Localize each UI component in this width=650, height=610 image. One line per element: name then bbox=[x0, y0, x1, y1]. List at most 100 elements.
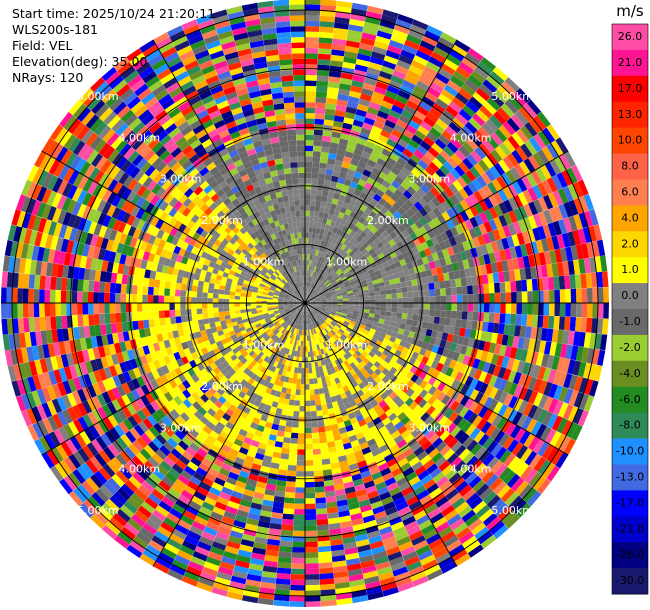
range-gate bbox=[518, 205, 528, 220]
range-gate bbox=[494, 292, 501, 303]
range-gate bbox=[324, 272, 329, 278]
range-gate bbox=[342, 201, 350, 209]
range-gate bbox=[401, 264, 409, 272]
range-gate bbox=[490, 132, 504, 146]
range-gate bbox=[358, 273, 365, 279]
range-gate bbox=[329, 323, 335, 329]
range-gate bbox=[332, 227, 339, 234]
range-gate bbox=[348, 163, 358, 172]
range-gate bbox=[489, 477, 503, 491]
range-gate bbox=[333, 233, 340, 241]
range-gate bbox=[458, 232, 468, 243]
range-gate bbox=[420, 270, 428, 279]
range-gate bbox=[361, 282, 368, 288]
range-gate bbox=[327, 191, 335, 199]
range-gate bbox=[489, 427, 501, 441]
range-gate bbox=[300, 378, 305, 385]
range-gate bbox=[535, 167, 547, 183]
range-gate bbox=[386, 138, 398, 148]
range-gate bbox=[359, 335, 367, 342]
range-gate bbox=[558, 386, 569, 402]
range-gate bbox=[318, 551, 332, 558]
range-gate bbox=[310, 400, 316, 406]
range-gate bbox=[310, 304, 316, 306]
range-gate bbox=[395, 399, 405, 408]
range-gate bbox=[521, 291, 528, 303]
range-gate bbox=[308, 307, 312, 312]
range-gate bbox=[467, 285, 473, 295]
range-gate bbox=[368, 350, 376, 358]
range-gate bbox=[352, 366, 360, 374]
range-gate bbox=[516, 291, 523, 303]
range-gate bbox=[334, 159, 343, 167]
range-gate bbox=[321, 316, 327, 322]
range-gate bbox=[480, 535, 497, 549]
range-gate bbox=[305, 525, 317, 531]
range-gate bbox=[502, 121, 516, 136]
range-gate bbox=[441, 130, 454, 142]
range-gate bbox=[293, 525, 305, 531]
range-gate bbox=[395, 282, 402, 289]
range-gate bbox=[444, 280, 451, 289]
range-gate bbox=[406, 371, 415, 380]
range-gate bbox=[411, 60, 426, 71]
range-gate bbox=[339, 285, 346, 290]
range-gate bbox=[153, 318, 161, 327]
range-gate bbox=[308, 294, 312, 299]
range-gate bbox=[328, 225, 335, 232]
range-gate bbox=[518, 386, 528, 400]
range-gate bbox=[311, 311, 316, 317]
range-gate bbox=[439, 149, 451, 161]
range-gate bbox=[365, 11, 382, 20]
range-gate bbox=[369, 309, 376, 314]
range-gate bbox=[474, 391, 484, 404]
range-gate bbox=[300, 389, 305, 396]
range-gate bbox=[352, 232, 360, 240]
range-gate bbox=[352, 119, 364, 128]
range-gate bbox=[362, 315, 369, 320]
range-gate bbox=[480, 172, 492, 185]
range-gate bbox=[306, 281, 309, 287]
range-gate bbox=[516, 232, 526, 246]
range-gate bbox=[405, 208, 415, 218]
range-gate bbox=[321, 303, 327, 306]
range-gate bbox=[344, 150, 354, 159]
range-gate bbox=[533, 456, 547, 472]
range-gate bbox=[435, 72, 450, 85]
range-gate bbox=[282, 442, 291, 449]
range-gate bbox=[321, 285, 327, 291]
range-gate bbox=[450, 379, 460, 390]
range-gate bbox=[321, 453, 330, 460]
range-gate bbox=[421, 277, 429, 285]
range-gate bbox=[349, 320, 356, 325]
range-gate bbox=[512, 371, 522, 385]
range-gate bbox=[426, 358, 434, 367]
range-gate bbox=[454, 444, 467, 457]
range-gate bbox=[344, 111, 356, 120]
range-gate bbox=[355, 356, 363, 364]
range-gate bbox=[301, 368, 305, 374]
range-gate bbox=[501, 356, 510, 369]
range-gate bbox=[526, 418, 538, 434]
range-gate bbox=[388, 109, 401, 120]
range-gate bbox=[316, 261, 321, 268]
range-gate bbox=[418, 75, 433, 87]
range-gate bbox=[330, 60, 343, 68]
range-gate bbox=[459, 251, 468, 261]
range-gate bbox=[310, 260, 314, 266]
range-gate bbox=[316, 508, 328, 515]
range-gate bbox=[418, 296, 425, 303]
range-gate bbox=[310, 282, 314, 289]
range-gate bbox=[299, 400, 305, 407]
range-gate bbox=[363, 364, 371, 372]
range-gate bbox=[472, 311, 479, 321]
range-gate bbox=[547, 222, 557, 237]
range-gate bbox=[374, 230, 382, 238]
range-gate bbox=[320, 201, 327, 208]
range-gate bbox=[517, 192, 529, 206]
range-gate bbox=[296, 384, 301, 390]
range-gate bbox=[397, 224, 406, 233]
range-gate bbox=[337, 248, 344, 255]
range-gate bbox=[418, 207, 428, 217]
range-gate bbox=[527, 187, 538, 202]
